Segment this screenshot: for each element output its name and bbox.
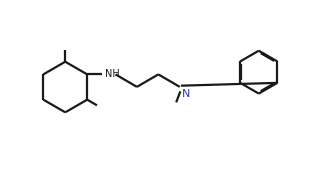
Text: N: N — [181, 89, 190, 99]
Text: NH: NH — [105, 69, 119, 79]
